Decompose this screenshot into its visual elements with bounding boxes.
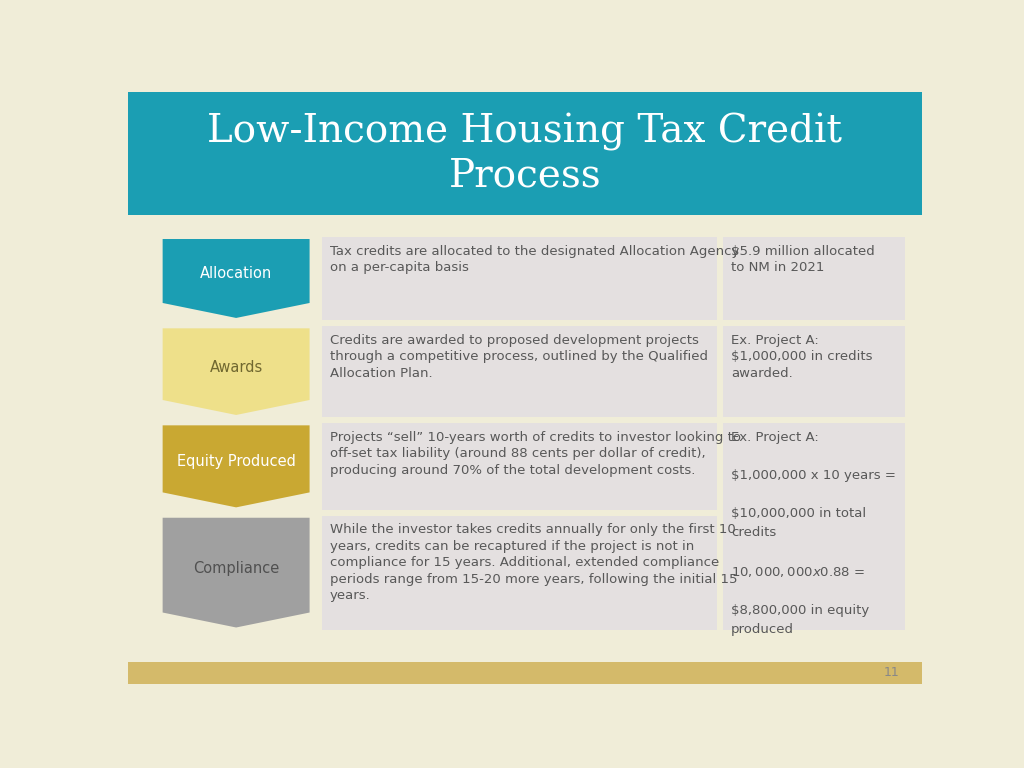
Polygon shape bbox=[161, 515, 311, 630]
Polygon shape bbox=[161, 423, 311, 509]
Polygon shape bbox=[161, 237, 311, 320]
Bar bbox=[128, 662, 922, 684]
Text: Low-Income Housing Tax Credit
Process: Low-Income Housing Tax Credit Process bbox=[207, 114, 843, 194]
Text: Allocation: Allocation bbox=[200, 266, 272, 281]
Text: Equity Produced: Equity Produced bbox=[177, 454, 296, 469]
Bar bbox=[322, 326, 717, 417]
Bar bbox=[322, 423, 717, 509]
Text: Ex. Project A:

$1,000,000 x 10 years =

$10,000,000 in total
credits

$10,000,0: Ex. Project A: $1,000,000 x 10 years = $… bbox=[731, 431, 896, 636]
Bar bbox=[322, 237, 717, 320]
Text: Tax credits are allocated to the designated Allocation Agency
on a per-capita ba: Tax credits are allocated to the designa… bbox=[330, 245, 739, 274]
Bar bbox=[723, 237, 905, 320]
Bar bbox=[723, 423, 905, 630]
Text: $5.9 million allocated
to NM in 2021: $5.9 million allocated to NM in 2021 bbox=[731, 245, 874, 274]
Text: Credits are awarded to proposed development projects
through a competitive proce: Credits are awarded to proposed developm… bbox=[330, 334, 708, 380]
Bar bbox=[128, 92, 922, 215]
Text: Projects “sell” 10-years worth of credits to investor looking to
off-set tax lia: Projects “sell” 10-years worth of credit… bbox=[330, 431, 740, 477]
Text: Compliance: Compliance bbox=[193, 561, 280, 575]
Bar bbox=[723, 326, 905, 417]
Text: While the investor takes credits annually for only the first 10
years, credits c: While the investor takes credits annuall… bbox=[330, 523, 737, 602]
Text: Ex. Project A:
$1,000,000 in credits
awarded.: Ex. Project A: $1,000,000 in credits awa… bbox=[731, 334, 872, 380]
Bar bbox=[322, 515, 717, 630]
Text: Awards: Awards bbox=[210, 359, 263, 375]
Text: 11: 11 bbox=[884, 667, 899, 679]
Polygon shape bbox=[161, 326, 311, 417]
